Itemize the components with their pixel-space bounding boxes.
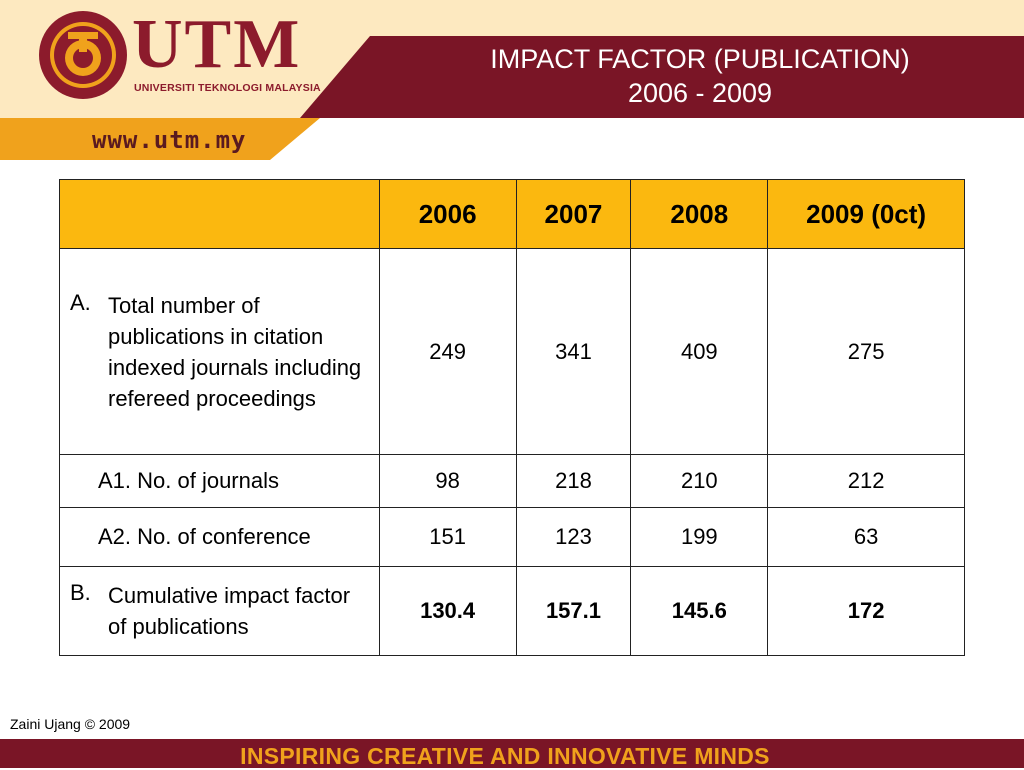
column-header-2006: 2006: [378, 179, 517, 249]
row-label-text: Cumulative impact factor of publications: [108, 583, 351, 639]
row-label-text: A2. No. of conference: [98, 524, 311, 549]
row-label-text: Total number of publications in citation…: [108, 292, 362, 411]
row-letter: A.: [70, 289, 91, 315]
table-cell: 249: [378, 248, 517, 455]
table-cell: 172: [767, 566, 965, 656]
row-letter: B.: [70, 580, 91, 605]
row-label: A2. No. of conference: [59, 507, 380, 567]
row-label: A. Total number of publications in citat…: [59, 248, 380, 455]
table-cell: 123: [515, 507, 632, 567]
table-row: B. Cumulative impact factor of publicati…: [59, 566, 965, 656]
table-cell: 98: [378, 454, 517, 508]
utm-seal-logo: [39, 11, 127, 99]
table-cell: 130.4: [378, 566, 517, 656]
column-header-2009: 2009 (0ct): [767, 179, 965, 249]
table-cell: 212: [767, 454, 965, 508]
row-label: A1. No. of journals: [59, 454, 380, 508]
footer-slogan: INSPIRING CREATIVE AND INNOVATIVE MINDS: [240, 743, 770, 769]
author-credit: Zaini Ujang © 2009: [10, 716, 131, 732]
column-header-2007: 2007: [515, 179, 632, 249]
table-cell: 275: [767, 248, 965, 455]
title-line-2: 2006 - 2009: [627, 78, 773, 108]
table-row: A1. No. of journals 98 218 210 212: [59, 454, 965, 508]
slide-title: IMPACT FACTOR (PUBLICATION) 2006 - 2009: [390, 42, 1010, 110]
table-cell: 63: [767, 507, 965, 567]
table-row: A. Total number of publications in citat…: [59, 248, 965, 455]
row-label-text: A1. No. of journals: [98, 468, 279, 493]
website-url: www.utm.my: [92, 126, 247, 154]
logo-wordmark: UTM: [132, 6, 302, 83]
table-cell: 210: [630, 454, 769, 508]
table-cell: 157.1: [515, 566, 632, 656]
url-banner: [0, 118, 320, 160]
column-header-2008: 2008: [630, 179, 769, 249]
logo-subtitle: UNIVERSITI TEKNOLOGI MALAYSIA: [134, 82, 321, 94]
table-cell: 409: [630, 248, 769, 455]
table-cell: 199: [630, 507, 769, 567]
table-cell: 341: [515, 248, 632, 455]
table-cell: 145.6: [630, 566, 769, 656]
table-cell: 151: [378, 507, 517, 567]
title-banner: [300, 36, 1024, 118]
title-line-1: IMPACT FACTOR (PUBLICATION): [490, 44, 910, 74]
impact-factor-table: 2006 2007 2008 2009 (0ct) A. Total numbe…: [59, 179, 965, 656]
table-header-row: 2006 2007 2008 2009 (0ct): [59, 179, 965, 249]
column-header-empty: [59, 179, 380, 249]
footer-band: [0, 739, 1024, 768]
row-label: B. Cumulative impact factor of publicati…: [59, 566, 380, 656]
table-row: A2. No. of conference 151 123 199 63: [59, 507, 965, 567]
table-cell: 218: [515, 454, 632, 508]
